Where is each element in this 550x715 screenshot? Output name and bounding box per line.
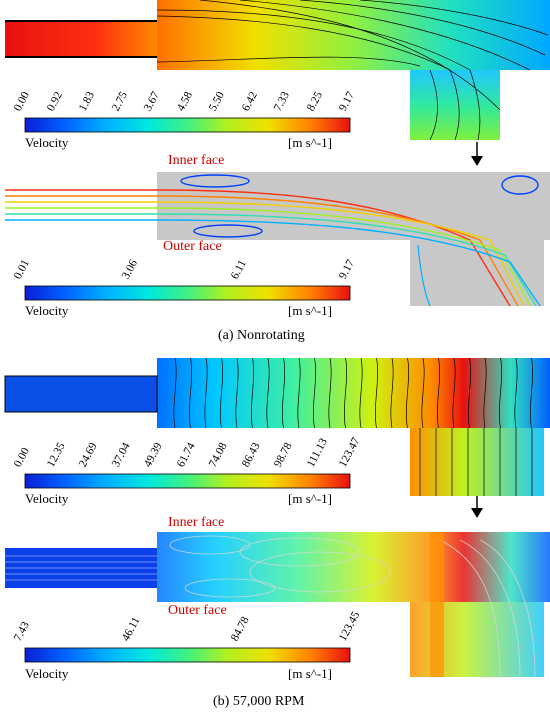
outer-face-label: Outer face <box>163 239 222 254</box>
streamline-plot-b <box>5 532 550 678</box>
legend-unit: [m s^-1] <box>288 666 333 681</box>
colorbar-a-stream <box>24 285 351 301</box>
legend-label: Velocity <box>25 135 69 150</box>
legend-unit: [m s^-1] <box>288 491 333 506</box>
legend-label: Velocity <box>25 303 69 318</box>
colorbar-b-stream <box>24 647 351 663</box>
caption-a: (a) Nonrotating <box>218 328 305 343</box>
caption-b: (b) 57,000 RPM <box>213 694 305 709</box>
inner-face-label: Inner face <box>168 153 225 168</box>
legend-label: Velocity <box>25 491 69 506</box>
down-arrow-icon <box>471 142 483 166</box>
streamline-plot-a <box>5 172 550 307</box>
legend-unit: [m s^-1] <box>288 135 333 150</box>
legend-unit: [m s^-1] <box>288 303 333 318</box>
colorbar-a-contour <box>24 117 351 133</box>
outer-face-label: Outer face <box>168 603 227 618</box>
contour-plot-a <box>5 0 550 141</box>
down-arrow-icon <box>471 496 483 518</box>
colorbar-b-contour <box>24 473 351 489</box>
inner-face-label: Inner face <box>168 515 225 530</box>
contour-plot-b <box>4 357 550 496</box>
legend-label: Velocity <box>25 666 69 681</box>
